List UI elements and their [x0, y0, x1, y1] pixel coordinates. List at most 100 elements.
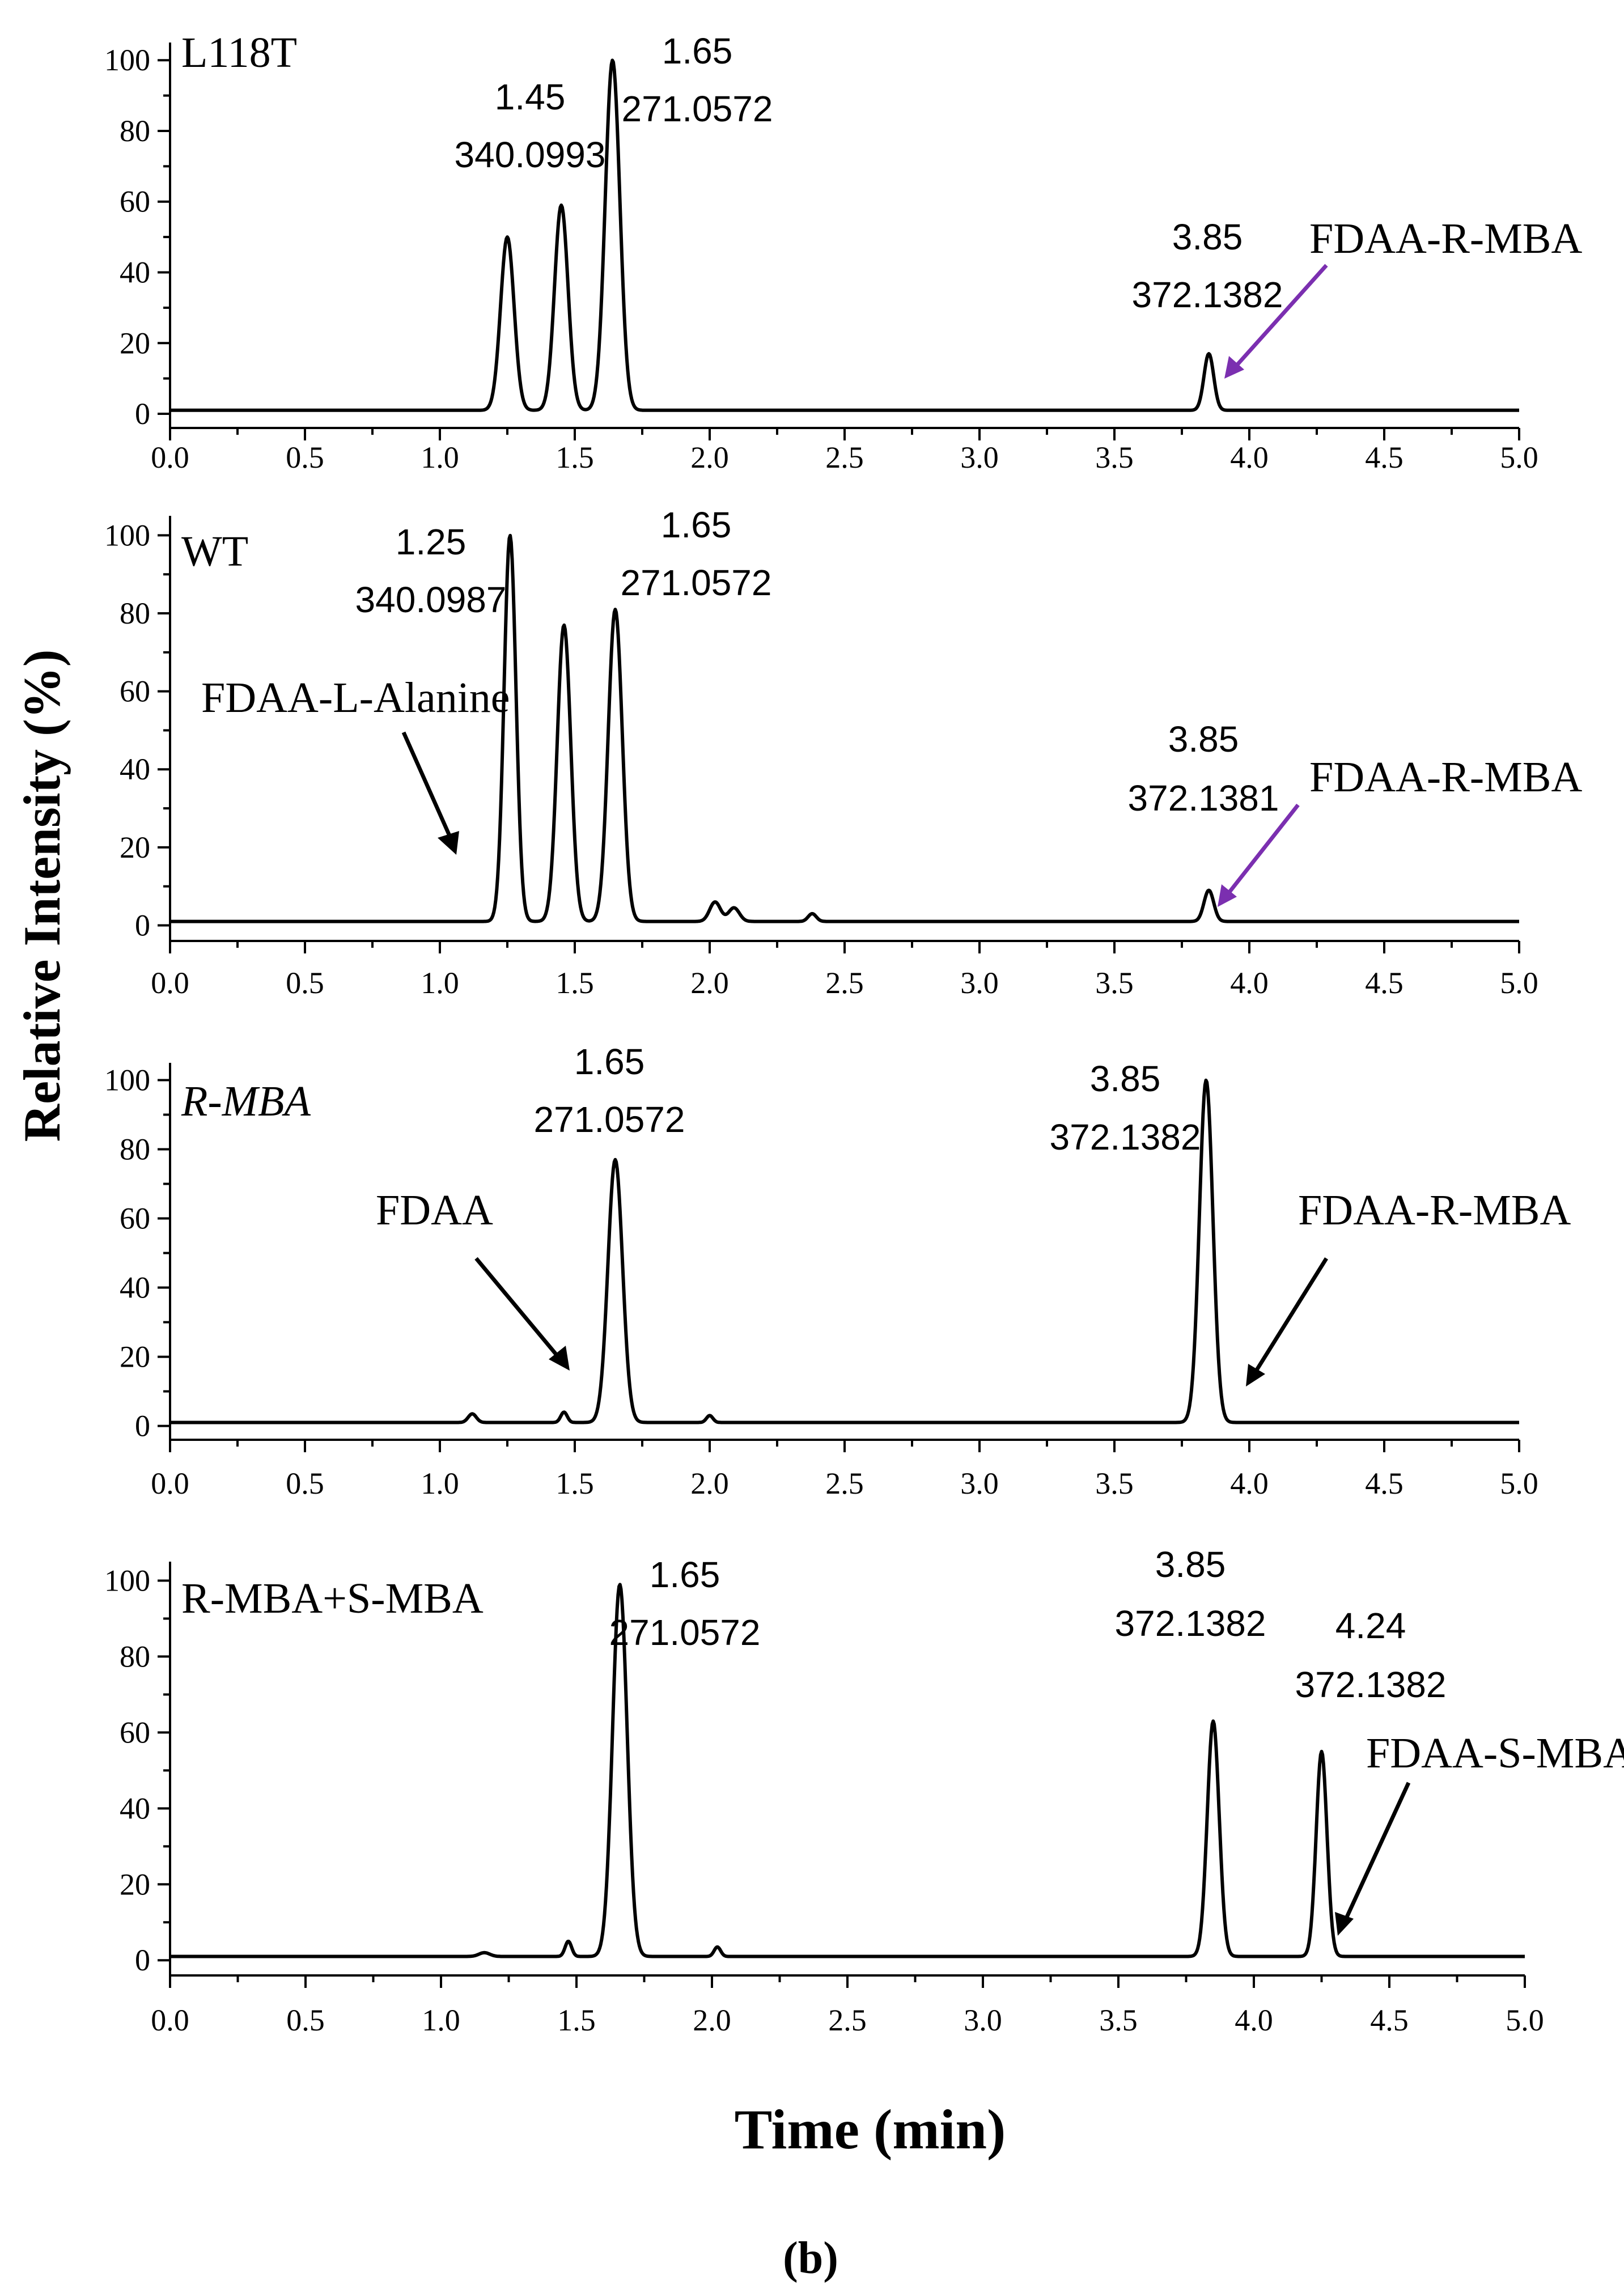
x-tick-label: 2.0 [690, 966, 729, 1000]
panel-l118t: 0.0 0.5 1.0 1.5 2.0 2.5 3.0 3.5 4.0 4.5 5.0 0 20 40 60… [104, 29, 1582, 474]
x-tick-label: 0.5 [286, 2003, 325, 2037]
peak-annotation-rt: 1.65 [661, 504, 732, 545]
y-tick-label: 100 [104, 1563, 150, 1597]
x-tick-label: 0.0 [151, 966, 189, 1000]
annotation-arrowhead [1218, 884, 1237, 907]
panel-r-mba: 0.0 0.5 1.0 1.5 2.0 2.5 3.0 3.5 4.0 4.5 5.0 0 20 40 60… [104, 1041, 1571, 1500]
chromatogram-trace [169, 1078, 1520, 1424]
x-tick-label: 4.5 [1365, 440, 1403, 474]
y-tick-label: 20 [120, 1867, 150, 1901]
peak-annotation-mz: 271.0572 [534, 1099, 685, 1140]
arrow-label: FDAA [376, 1186, 493, 1234]
y-tick-label: 60 [120, 675, 150, 709]
panel-axes: 0.0 0.5 1.0 1.5 2.0 2.5 3.0 3.5 4.0 4.5 5.0 0 20 40 60… [104, 1562, 1544, 2037]
x-tick-label: 1.5 [557, 2003, 596, 2037]
x-tick-label: 2.0 [693, 2003, 731, 2037]
x-tick-label: 1.0 [421, 1466, 459, 1500]
panel-label: R-MBA+S-MBA [181, 1575, 484, 1622]
y-tick-label: 20 [120, 326, 150, 360]
panel-axes: 0.0 0.5 1.0 1.5 2.0 2.5 3.0 3.5 4.0 4.5 5.0 0 20 40 60… [104, 1063, 1538, 1500]
panel-wt: 0.0 0.5 1.0 1.5 2.0 2.5 3.0 3.5 4.0 4.5 5.0 0 20 40 60… [104, 504, 1582, 1000]
annotation-arrow [401, 731, 456, 846]
annotation-arrowhead [438, 831, 459, 855]
peak-annotation-rt: 3.85 [1155, 1544, 1226, 1585]
panel-label: R-MBA [181, 1078, 311, 1125]
annotation-arrowhead [1224, 356, 1244, 379]
x-tick-label: 4.0 [1230, 440, 1269, 474]
peak-annotation-mz: 340.0987 [355, 579, 507, 620]
y-tick-label: 0 [135, 397, 150, 431]
arrow-label: FDAA-L-Alanine [201, 674, 510, 722]
peak-annotation-mz: 372.1382 [1132, 274, 1283, 315]
y-tick-label: 40 [120, 752, 150, 786]
chromatogram-trace [169, 533, 1520, 923]
x-tick-label: 4.5 [1365, 966, 1403, 1000]
y-tick-label: 20 [120, 1340, 150, 1374]
panel-label: L118T [181, 29, 297, 77]
x-tick-label: 3.5 [1099, 2003, 1138, 2037]
x-tick-label: 0.5 [286, 440, 324, 474]
y-axis-title: Relative Intensity (%) [13, 650, 71, 1142]
x-tick-label: 2.5 [825, 440, 864, 474]
y-tick-label: 0 [135, 1943, 150, 1977]
x-tick-label: 0.0 [151, 2003, 189, 2037]
x-tick-label: 2.0 [690, 440, 729, 474]
peak-annotation-mz: 372.1381 [1128, 778, 1279, 819]
peak-annotation-rt: 3.85 [1090, 1058, 1161, 1099]
y-tick-label: 60 [120, 1715, 150, 1749]
panel-axes: 0.0 0.5 1.0 1.5 2.0 2.5 3.0 3.5 4.0 4.5 5.0 0 20 40 60… [104, 516, 1538, 1000]
peak-annotation-rt: 1.45 [495, 77, 566, 117]
y-tick-label: 40 [120, 1271, 150, 1305]
peak-annotation-mz: 372.1382 [1115, 1603, 1266, 1644]
arrow-label: FDAA-R-MBA [1309, 753, 1582, 801]
annotation-arrow [1341, 1782, 1411, 1926]
y-tick-label: 60 [120, 185, 150, 219]
x-tick-label: 0.5 [286, 966, 324, 1000]
peak-annotation-mz: 271.0572 [621, 562, 772, 603]
arrow-label: FDAA-R-MBA [1298, 1186, 1571, 1234]
chromatogram-trace [169, 1583, 1526, 1958]
annotation-arrowhead [1335, 1912, 1354, 1936]
x-tick-label: 5.0 [1500, 1466, 1538, 1500]
x-tick-label: 2.5 [825, 1466, 864, 1500]
annotation-arrow [474, 1257, 563, 1362]
arrow-label: FDAA-S-MBA [1366, 1729, 1624, 1777]
x-tick-label: 3.0 [960, 440, 999, 474]
panel-r-mba-s-mba: 0.0 0.5 1.0 1.5 2.0 2.5 3.0 3.5 4.0 4.5 5.0 0 20 40 60… [104, 1544, 1624, 2037]
peak-annotation-rt: 3.85 [1168, 719, 1239, 760]
peak-annotation-rt: 3.85 [1172, 217, 1243, 257]
x-tick-label: 4.0 [1230, 1466, 1269, 1500]
x-tick-label: 0.0 [151, 440, 189, 474]
x-tick-label: 1.0 [422, 2003, 460, 2037]
x-tick-label: 3.0 [960, 1466, 999, 1500]
y-tick-label: 40 [120, 1791, 150, 1825]
x-tick-label: 4.0 [1230, 966, 1269, 1000]
peak-annotation-mz: 271.0572 [609, 1612, 761, 1653]
peak-annotation-rt: 4.24 [1335, 1605, 1406, 1646]
annotation-arrow [1231, 264, 1328, 371]
y-tick-label: 80 [120, 1133, 150, 1167]
peak-annotation-rt: 1.65 [650, 1554, 720, 1595]
x-tick-label: 2.5 [828, 2003, 867, 2037]
x-tick-label: 2.5 [825, 966, 864, 1000]
x-tick-label: 0.5 [286, 1466, 324, 1500]
peak-annotation-mz: 372.1382 [1295, 1664, 1447, 1705]
annotation-arrowhead [1246, 1364, 1265, 1386]
x-tick-label: 3.5 [1095, 966, 1134, 1000]
y-tick-label: 80 [120, 596, 150, 630]
y-tick-label: 100 [104, 1063, 150, 1097]
y-tick-label: 80 [120, 114, 150, 148]
peak-annotation-mz: 372.1382 [1050, 1117, 1201, 1157]
annotation-arrow [1223, 803, 1300, 900]
arrow-label: FDAA-R-MBA [1309, 215, 1582, 262]
panel-label: WT [181, 528, 248, 575]
figure-caption: (b) [783, 2233, 838, 2283]
y-tick-label: 100 [104, 518, 150, 552]
x-axis-title: Time (min) [735, 2098, 1006, 2161]
y-tick-label: 100 [104, 43, 150, 77]
x-tick-label: 5.0 [1506, 2003, 1544, 2037]
x-tick-label: 1.5 [556, 440, 594, 474]
x-tick-label: 1.5 [556, 1466, 594, 1500]
y-tick-label: 60 [120, 1202, 150, 1236]
